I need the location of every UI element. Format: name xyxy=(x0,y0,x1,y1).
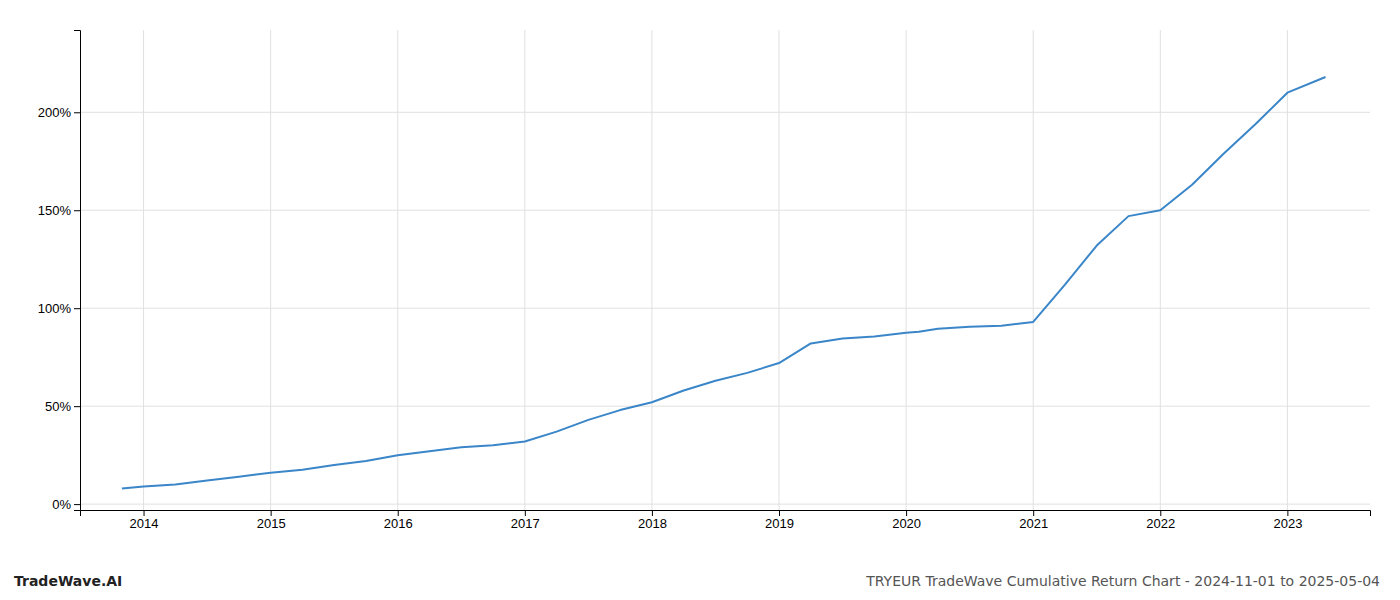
x-tick-label: 2014 xyxy=(130,516,159,531)
x-tick: 2022 xyxy=(1146,510,1175,531)
line xyxy=(122,77,1326,488)
y-axis: 0% 50% 100% 150% 200% xyxy=(38,31,81,512)
grid-line-y xyxy=(80,504,1370,505)
plot-area: 2014 2015 2016 2017 2018 2019 2020 2021 2022 2023… xyxy=(38,30,1371,531)
x-tick-mark xyxy=(1033,510,1034,516)
x-tick-mark xyxy=(398,510,399,516)
grid-line-x xyxy=(397,30,398,510)
x-axis-line xyxy=(81,511,1371,517)
x-tick-mark xyxy=(271,510,272,516)
x-tick: 2019 xyxy=(765,510,794,531)
x-tick-mark xyxy=(1287,510,1288,516)
y-tick: 100% xyxy=(38,301,80,316)
grid xyxy=(80,30,1370,510)
grid-line-x xyxy=(779,30,780,510)
x-axis: 2014 2015 2016 2017 2018 2019 2020 2021 2022 2023 xyxy=(81,510,1371,531)
x-tick-label: 2021 xyxy=(1019,516,1048,531)
grid-line-x xyxy=(651,30,652,510)
grid-line-x xyxy=(1033,30,1034,510)
x-tick-mark xyxy=(779,510,780,516)
title: TRYEUR TradeWave Cumulative Return Chart… xyxy=(865,573,1380,589)
x-tick-mark xyxy=(1160,510,1161,516)
x-tick: 2014 xyxy=(130,510,159,531)
grid-line-y xyxy=(80,406,1370,407)
x-tick-label: 2020 xyxy=(892,516,921,531)
x-tick: 2023 xyxy=(1273,510,1302,531)
grid-line-x xyxy=(906,30,907,510)
x-tick-label: 2023 xyxy=(1273,516,1302,531)
x-tick-label: 2019 xyxy=(765,516,794,531)
x-tick-label: 2018 xyxy=(638,516,667,531)
grid-line-x xyxy=(270,30,271,510)
y-tick-mark xyxy=(74,406,80,407)
x-tick: 2018 xyxy=(638,510,667,531)
y-tick: 50% xyxy=(45,399,80,414)
y-tick: 150% xyxy=(38,203,80,218)
grid-line-x xyxy=(1287,30,1288,510)
y-tick-mark xyxy=(74,308,80,309)
y-tick-label: 100% xyxy=(38,301,72,316)
y-tick-mark xyxy=(74,210,80,211)
x-tick-mark xyxy=(525,510,526,516)
y-tick-label: 50% xyxy=(45,399,71,414)
x-tick: 2015 xyxy=(257,510,286,531)
y-tick-label: 200% xyxy=(38,105,72,120)
grid-line-y xyxy=(80,112,1370,113)
y-tick: 200% xyxy=(38,105,80,120)
marks xyxy=(122,77,1326,488)
x-tick-label: 2017 xyxy=(511,516,540,531)
grid-line-y xyxy=(80,308,1370,309)
x-tick-label: 2022 xyxy=(1146,516,1175,531)
x-tick-label: 2015 xyxy=(257,516,286,531)
chart: 2014 2015 2016 2017 2018 2019 2020 2021 2022 2023… xyxy=(0,0,1400,600)
grid-line-x xyxy=(1160,30,1161,510)
y-axis-line xyxy=(74,31,81,511)
x-tick-label: 2016 xyxy=(384,516,413,531)
grid-line-x xyxy=(524,30,525,510)
y-tick-label: 0% xyxy=(52,497,71,512)
grid-line-y xyxy=(80,210,1370,211)
x-tick: 2016 xyxy=(384,510,413,531)
x-tick-mark xyxy=(144,510,145,516)
x-tick: 2020 xyxy=(892,510,921,531)
y-tick-mark xyxy=(74,504,80,505)
x-tick-mark xyxy=(652,510,653,516)
x-tick: 2021 xyxy=(1019,510,1048,531)
watermark: TradeWave.AI xyxy=(14,573,122,589)
grid-line-x xyxy=(143,30,144,510)
y-tick-label: 150% xyxy=(38,203,72,218)
y-tick-mark xyxy=(74,112,80,113)
x-tick-mark xyxy=(906,510,907,516)
x-tick: 2017 xyxy=(511,510,540,531)
y-tick: 0% xyxy=(52,497,80,512)
